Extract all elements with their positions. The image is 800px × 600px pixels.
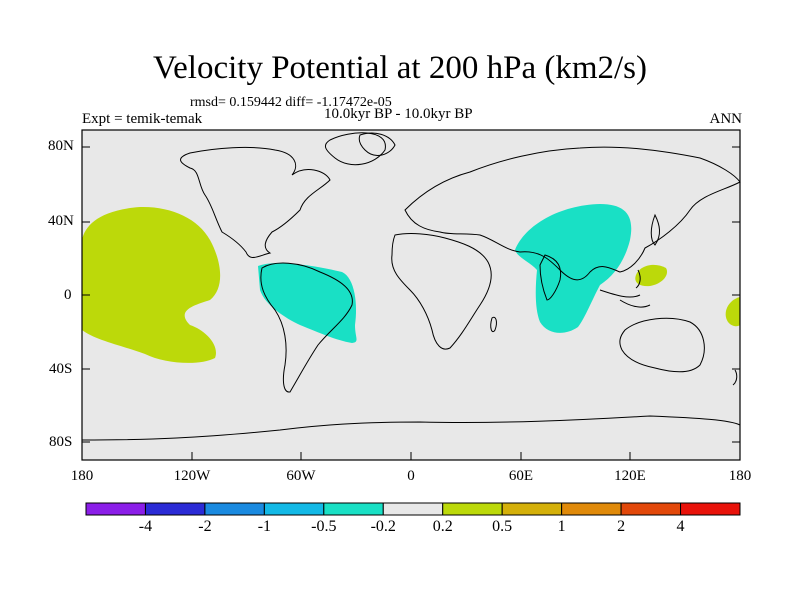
colorbar <box>85 502 741 516</box>
colorbar-label-7: 1 <box>557 518 566 535</box>
colorbar-box-3 <box>263 502 325 516</box>
colorbar-label-5: 0.2 <box>432 518 453 535</box>
period-line: 10.0kyr BP - 10.0kyr BP <box>324 106 473 122</box>
lat-label-40n: 40N <box>48 213 74 229</box>
colorbar-label-0: -4 <box>138 518 153 535</box>
colorbar-label-2: -1 <box>257 518 272 535</box>
stats-line: rmsd= 0.159442 diff= -1.17472e-05 <box>190 95 392 110</box>
experiment-label: Expt = temik-temak <box>82 111 203 127</box>
lon-label-180w: 180 <box>70 468 94 484</box>
season-label: ANN <box>709 111 743 127</box>
colorbar-box-0 <box>85 502 146 516</box>
lon-label-120e: 120E <box>614 468 646 484</box>
positive-region-dateline <box>725 297 740 327</box>
lon-label-0: 0 <box>407 468 415 484</box>
lon-label-120w: 120W <box>173 468 211 484</box>
lat-label-0: 0 <box>64 287 72 303</box>
colorbar-label-6: 0.5 <box>492 518 513 535</box>
coastlines <box>81 132 741 441</box>
lat-label-40s: 40S <box>49 361 73 377</box>
colorbar-box-10 <box>680 502 741 516</box>
lat-label-80n: 80N <box>48 138 74 154</box>
colorbar-box-4 <box>323 502 384 516</box>
lon-label-180e: 180 <box>728 468 752 484</box>
colorbar-box-9 <box>620 502 682 516</box>
lon-label-60e: 60E <box>508 468 534 484</box>
negative-region-asia-indian-ocean <box>515 204 632 333</box>
positive-region-west-pacific <box>635 264 668 287</box>
colorbar-label-1: -2 <box>198 518 212 535</box>
colorbar-box-6 <box>442 502 503 516</box>
lon-label-60w: 60W <box>286 468 316 484</box>
colorbar-box-8 <box>561 502 622 516</box>
positive-region-east-pacific <box>82 206 221 363</box>
axis-ticks <box>82 146 740 460</box>
colorbar-box-2 <box>204 502 265 516</box>
colorbar-box-5 <box>382 502 444 516</box>
colorbar-box-7 <box>501 502 563 516</box>
colorbar-label-9: 4 <box>676 518 685 535</box>
colorbar-label-8: 2 <box>617 518 626 535</box>
negative-region-south-america <box>258 263 357 343</box>
colorbar-label-3: -0.5 <box>311 518 337 535</box>
colorbar-box-1 <box>144 502 206 516</box>
lat-label-80s: 80S <box>49 434 73 450</box>
plot-title: Velocity Potential at 200 hPa (km2/s) <box>152 50 648 86</box>
colorbar-label-4: -0.2 <box>370 518 396 535</box>
